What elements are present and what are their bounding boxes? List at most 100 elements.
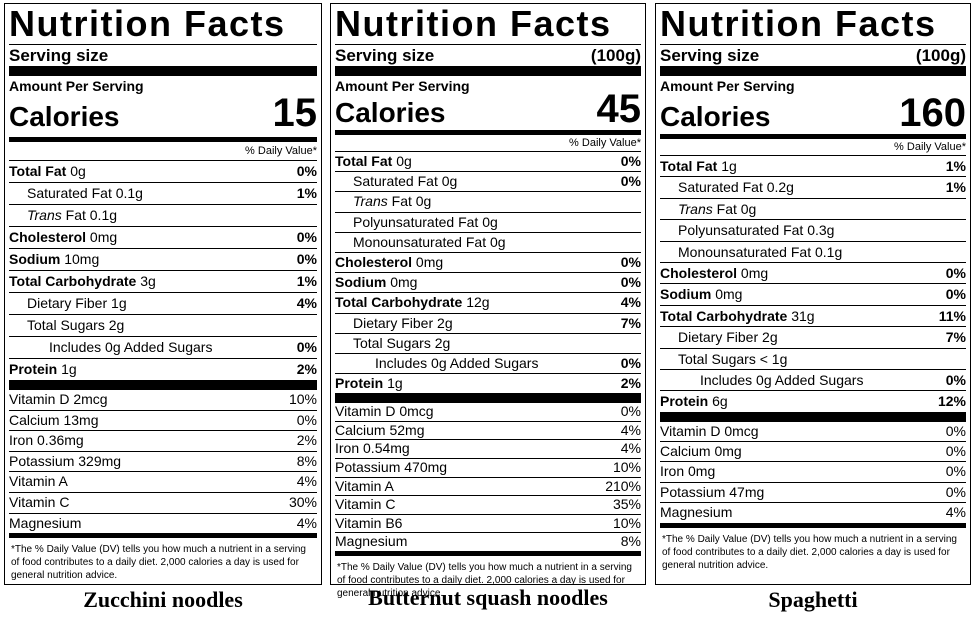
nutrient-row: Total Sugars < 1g xyxy=(660,347,966,369)
nutrient-row: Sodium 0mg 0% xyxy=(335,272,641,292)
nutrient-label: Dietary Fiber xyxy=(678,329,759,346)
nutrient-name: Includes 0g Added Sugars xyxy=(9,337,212,358)
nutrient-amount: 0.1g xyxy=(115,185,143,201)
nutrient-row: Total Carbohydrate 3g 1% xyxy=(9,270,317,292)
vitamin-dv: 4% xyxy=(620,440,641,457)
nutrient-row: Saturated Fat 0.2g 1% xyxy=(660,176,966,197)
nutrient-dv: 2% xyxy=(620,375,641,392)
caption-zucchini: Zucchini noodles xyxy=(83,587,243,612)
nutrient-name: Sodium 10mg xyxy=(9,249,99,270)
vitamin-dv: 8% xyxy=(296,452,317,469)
nutrient-row: Sodium 0mg 0% xyxy=(660,283,966,304)
nutrient-label: Trans xyxy=(678,200,713,217)
nutrient-row: Includes 0g Added Sugars 0% xyxy=(660,368,966,390)
vitamin-row: Calcium 13mg 0% xyxy=(9,409,317,431)
nutrient-row: Trans Fat 0g xyxy=(335,191,641,211)
vitamin-list: Vitamin D 0mcg 0% Calcium 0mg 0% Iron 0mg 0% P… xyxy=(660,422,966,523)
nutrient-amount: 0.3g xyxy=(807,222,835,239)
nutrient-label: Cholesterol xyxy=(660,264,738,281)
vitamin-dv: 4% xyxy=(945,504,966,521)
calories-value: 160 xyxy=(899,91,966,135)
nutrient-label: Protein xyxy=(335,375,384,392)
nutrient-amount: < 1g xyxy=(759,350,788,367)
nutrient-label: Monounsaturated Fat xyxy=(678,243,812,260)
nutrient-dv: 0% xyxy=(620,253,641,270)
nutrient-name: Polyunsaturated Fat 0.3g xyxy=(660,220,834,240)
vitamin-dv: 4% xyxy=(296,514,317,531)
nutrient-row: Saturated Fat 0.1g 1% xyxy=(9,182,317,204)
nutrient-amount: 2g xyxy=(108,317,125,333)
nutrient-label: Total Sugars xyxy=(27,317,105,333)
nutrient-row: Saturated Fat 0g 0% xyxy=(335,171,641,191)
nutrient-amount: 1g xyxy=(61,361,77,377)
serving-size-row: Serving size xyxy=(9,45,317,66)
vitamin-row: Magnesium 4% xyxy=(660,502,966,522)
vitamin-row: Calcium 0mg 0% xyxy=(660,441,966,461)
nutrient-row: Polyunsaturated Fat 0g xyxy=(335,211,641,232)
nutrient-amount: 0.1g xyxy=(89,207,118,223)
nutrient-amount: 0.1g xyxy=(814,243,843,260)
vitamin-row: Potassium 470mg 10% xyxy=(335,458,641,477)
nutrient-row: Includes 0g Added Sugars 0% xyxy=(335,352,641,373)
nutrient-row: Total Carbohydrate 31g 11% xyxy=(660,304,966,326)
vitamin-name: Iron 0mg xyxy=(660,463,716,480)
nutrient-name: Sodium 0mg xyxy=(660,284,742,304)
nutrient-name: Protein 1g xyxy=(335,374,403,393)
serving-label: Serving size xyxy=(335,46,435,65)
daily-value-header: % Daily Value* xyxy=(894,141,966,153)
nutrient-dv: 7% xyxy=(945,329,966,346)
vitamin-dv: 35% xyxy=(612,496,641,513)
nutrient-label-suffix: Fat xyxy=(712,200,737,217)
nutrient-name: Total Carbohydrate 12g xyxy=(335,293,490,312)
nutrient-label: Cholesterol xyxy=(335,253,413,270)
daily-value-header: % Daily Value* xyxy=(245,145,317,157)
nutrient-dv: 0% xyxy=(945,264,966,281)
vitamin-dv: 4% xyxy=(620,421,641,438)
nutrient-amount: 3g xyxy=(140,273,156,289)
nutrient-row: Monounsaturated Fat 0g xyxy=(335,231,641,252)
vitamin-dv: 10% xyxy=(612,459,641,476)
nutrient-amount: 10mg xyxy=(64,251,100,267)
nutrition-panel-spaghetti: Nutrition Facts Serving size (100g) Amou… xyxy=(655,3,971,585)
nutrient-row: Dietary Fiber 2g 7% xyxy=(660,326,966,347)
serving-label: Serving size xyxy=(660,46,760,65)
nutrient-label: Dietary Fiber xyxy=(353,314,434,331)
nutrient-row: Cholesterol 0mg 0% xyxy=(335,251,641,272)
nutrient-label: Polyunsaturated Fat xyxy=(353,213,479,230)
vitamin-name: Vitamin D 0mcg xyxy=(660,422,759,439)
vitamin-dv: 4% xyxy=(296,473,317,490)
nutrient-row: Protein 6g 12% xyxy=(660,390,966,411)
nutrition-panel-zucchini: Nutrition Facts Serving size Amount Per … xyxy=(4,3,322,585)
nutrient-name: Includes 0g Added Sugars xyxy=(335,354,538,373)
vitamin-row: Magnesium 8% xyxy=(335,532,641,551)
nutrient-label: Protein xyxy=(660,393,709,410)
vitamin-name: Magnesium xyxy=(335,533,408,550)
calories-value: 45 xyxy=(596,87,642,131)
nutrient-name: Cholesterol 0mg xyxy=(335,253,443,272)
nutrient-label: Total Fat xyxy=(335,153,393,169)
nutrient-name: Dietary Fiber 2g xyxy=(335,314,453,333)
nutrient-amount: 0g xyxy=(482,213,498,230)
nutrient-amount: 0mg xyxy=(740,264,769,281)
vitamin-dv: 0% xyxy=(296,411,317,428)
calories-row: Calories 160 xyxy=(660,91,966,135)
nutrient-row: Polyunsaturated Fat 0.3g xyxy=(660,219,966,240)
nutrient-dv: 0% xyxy=(620,354,641,371)
nutrient-row: Trans Fat 0g xyxy=(660,197,966,219)
nutrient-label: Saturated Fat xyxy=(678,179,763,196)
nutrient-name: Protein 6g xyxy=(660,391,728,411)
nutrient-list: Total Fat 0g 0% Saturated Fat 0g 0% Trans Fa… xyxy=(335,151,641,393)
nutrient-dv: 4% xyxy=(296,295,317,311)
nutrient-label: Dietary Fiber xyxy=(27,295,108,311)
nutrient-row: Total Fat 0g 0% xyxy=(335,151,641,171)
nutrient-row: Total Carbohydrate 12g 4% xyxy=(335,292,641,312)
nutrient-dv: 2% xyxy=(296,361,317,377)
nutrient-label: Total Fat xyxy=(660,158,718,174)
nutrient-dv: 12% xyxy=(937,393,966,410)
vitamin-name: Iron 0.54mg xyxy=(335,440,410,457)
nutrient-name: Includes 0g Added Sugars xyxy=(660,370,863,390)
nutrient-dv: 0% xyxy=(945,371,966,388)
nutrient-name: Saturated Fat 0g xyxy=(335,172,457,191)
nutrient-name: Total Fat 1g xyxy=(660,156,737,176)
nutrient-label: Sodium xyxy=(9,251,61,267)
